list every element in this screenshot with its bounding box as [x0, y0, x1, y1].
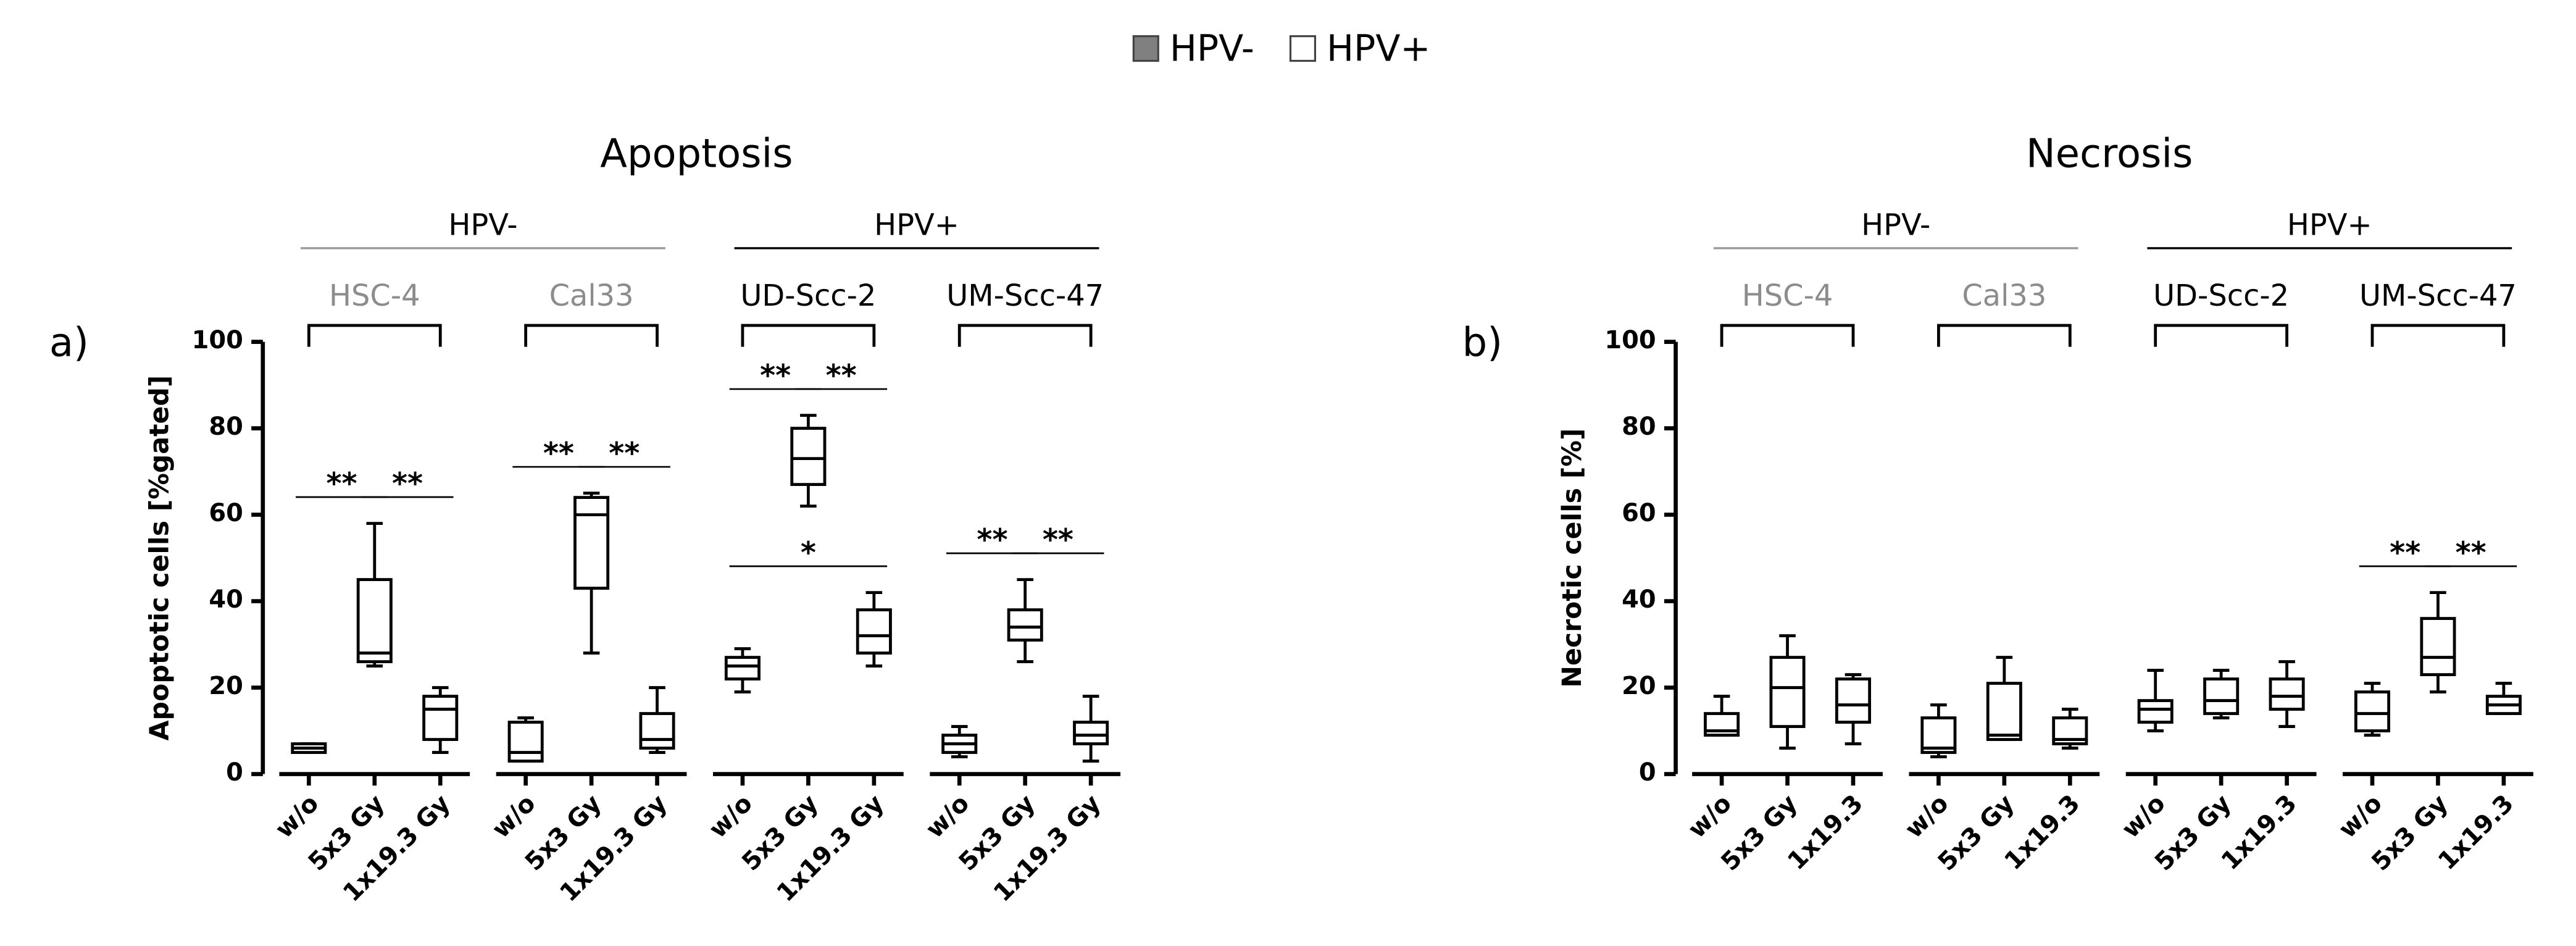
significance-label: **	[1043, 523, 1073, 557]
bracket	[2154, 324, 2288, 347]
box	[1769, 656, 1806, 728]
legend-swatch	[1132, 35, 1159, 62]
y-axis-label: Apoptotic cells [%gated]	[144, 375, 175, 741]
box	[1073, 721, 1109, 745]
x-tick-label: w/o	[1683, 789, 1737, 843]
significance-label: **	[760, 359, 791, 393]
x-tick-label: w/o	[1899, 789, 1954, 843]
box	[2269, 677, 2305, 711]
box	[639, 712, 675, 750]
bracket	[2370, 324, 2506, 347]
significance-label: **	[543, 437, 574, 471]
x-tick-label: w/o	[2117, 789, 2171, 843]
chart-title: Apoptosis	[600, 131, 793, 177]
y-tick-label: 20	[209, 672, 243, 700]
box	[1835, 677, 1872, 724]
cell-line-label: HSC-4	[329, 279, 420, 313]
significance-label: **	[2390, 536, 2420, 570]
box	[2420, 617, 2456, 676]
significance-label: **	[826, 359, 857, 393]
legend-swatch	[1289, 35, 1316, 62]
cell-line-label: UD-Scc-2	[2153, 279, 2289, 313]
box	[856, 608, 892, 655]
cell-line-label: UM-Scc-47	[946, 279, 1104, 313]
y-tick-label: 40	[1622, 585, 1656, 614]
box	[356, 578, 393, 663]
significance-label: **	[327, 467, 357, 501]
group-label: HPV+	[2287, 208, 2372, 242]
significance-label: *	[801, 536, 816, 570]
bracket	[1720, 324, 1855, 347]
cell-line-label: UD-Scc-2	[740, 279, 876, 313]
significance-label: **	[977, 523, 1007, 557]
box	[724, 656, 761, 680]
box	[790, 427, 827, 486]
panel-label: b)	[1462, 320, 1503, 366]
x-tick-label: w/o	[2333, 789, 2388, 843]
legend-label: HPV-	[1170, 28, 1254, 70]
significance-label: **	[609, 437, 640, 471]
x-tick-label: w/o	[270, 789, 324, 843]
group-label: HPV-	[448, 208, 517, 242]
cell-line-label: Cal33	[549, 279, 634, 313]
box	[1986, 682, 2022, 741]
y-tick-label: 100	[192, 326, 243, 354]
box	[2137, 699, 2174, 724]
bracket	[957, 324, 1093, 347]
y-tick-label: 60	[1622, 499, 1656, 527]
y-axis-label: Necrotic cells [%]	[1557, 429, 1588, 688]
bracket	[524, 324, 659, 347]
y-tick-label: 0	[1639, 758, 1656, 787]
significance-label: **	[2456, 536, 2486, 570]
y-tick-label: 40	[209, 585, 243, 614]
cell-line-label: UM-Scc-47	[2359, 279, 2517, 313]
bracket	[741, 324, 876, 347]
y-tick-label: 100	[1604, 326, 1656, 354]
panel-label: a)	[49, 320, 89, 366]
box	[2354, 690, 2391, 732]
box	[507, 721, 544, 763]
significance-label: **	[392, 467, 423, 501]
group-label: HPV+	[874, 208, 959, 242]
box	[573, 496, 610, 590]
cell-line-label: Cal33	[1962, 279, 2046, 313]
y-tick-label: 0	[226, 758, 243, 787]
box	[1007, 608, 1043, 642]
bracket	[1937, 324, 2072, 347]
chart-title: Necrosis	[2026, 131, 2193, 177]
y-tick-label: 20	[1622, 672, 1656, 700]
x-tick-label: w/o	[704, 789, 758, 843]
bracket	[307, 324, 442, 347]
y-tick-label: 80	[1622, 412, 1656, 441]
cell-line-label: HSC-4	[1742, 279, 1833, 313]
box	[422, 695, 459, 741]
x-tick-label: w/o	[486, 789, 541, 843]
y-tick-label: 80	[209, 412, 243, 441]
legend-label: HPV+	[1327, 28, 1430, 70]
x-tick-label: w/o	[920, 789, 975, 843]
y-tick-label: 60	[209, 499, 243, 527]
group-label: HPV-	[1861, 208, 1930, 242]
box	[2203, 677, 2240, 715]
